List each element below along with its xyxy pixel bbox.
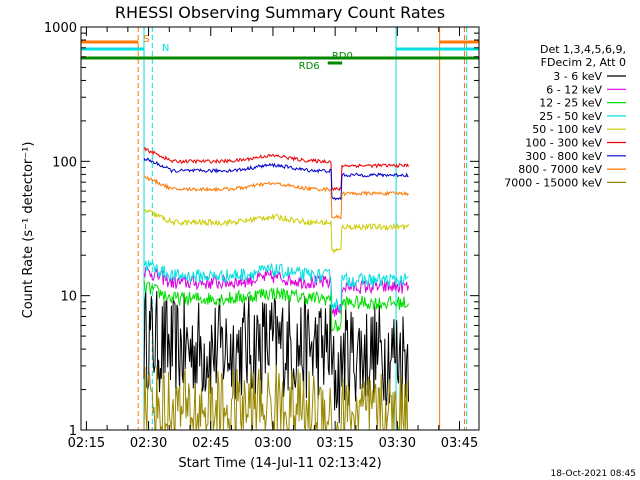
series-line-7 — [143, 175, 409, 220]
x-tick-label: 02:30 — [130, 436, 167, 451]
legend-entry-label: 3 - 6 keV — [553, 70, 602, 83]
legend-entry-label: 100 - 300 keV — [525, 137, 602, 150]
series-6_12keV — [143, 266, 409, 317]
series-7000_15000keV — [143, 364, 409, 432]
y-tick-label: 100 — [52, 155, 77, 170]
y-tick-label: 10 — [60, 290, 77, 305]
legend-entry-label: 800 - 7000 keV — [518, 163, 602, 176]
legend-entry-label: 7000 - 15000 keV — [504, 176, 602, 189]
x-tick-label: 03:15 — [316, 436, 353, 451]
series-12_25keV — [143, 279, 409, 332]
event-label-rd6: RD6 — [299, 61, 320, 72]
series-50_100keV — [143, 208, 409, 255]
legend-entry-label: 25 - 50 keV — [539, 110, 602, 123]
plot-frame — [80, 26, 480, 431]
legend: Det 1,3,4,5,6,9,FDecim 2, Att 03 - 6 keV… — [504, 43, 626, 189]
series-line-4 — [143, 208, 409, 255]
series-800_7000keV — [143, 175, 409, 220]
series-line-8 — [143, 364, 409, 432]
axes-layer: 1 10 100 1000 02:15 02:30 02:45 03:00 03:15 03:30… — [44, 21, 480, 451]
event-label-rd0: RD0 — [332, 51, 353, 62]
series-300_800keV — [143, 157, 409, 201]
series-layer — [143, 146, 409, 432]
x-axis-label: Start Time (14-Jul-11 02:13:42) — [178, 456, 381, 471]
legend-entry-label: 12 - 25 keV — [539, 97, 602, 110]
x-tick-label: 03:30 — [379, 436, 416, 451]
plot-area: S N RD0 RD6 — [81, 27, 479, 430]
series-line-6 — [143, 157, 409, 201]
series-line-1 — [143, 266, 409, 317]
series-25_50keV — [143, 260, 409, 312]
x-tick-label: 03:45 — [441, 436, 478, 451]
series-100_300keV — [143, 146, 409, 192]
event-label-s: S — [143, 34, 149, 45]
legend-entry-label: 50 - 100 keV — [532, 123, 602, 136]
legend-entry-label: 300 - 800 keV — [525, 150, 602, 163]
y-tick-label: 1 — [69, 424, 77, 439]
x-tick-label: 02:45 — [192, 436, 229, 451]
series-line-5 — [143, 146, 409, 192]
event-label-n: N — [162, 43, 169, 54]
y-axis-label: Count Rate (s⁻¹ detector⁻¹) — [21, 142, 36, 319]
footer-date: 18-Oct-2021 08:45 — [551, 469, 636, 479]
x-tick-label: 02:15 — [68, 436, 105, 451]
legend-title-line: FDecim 2, Att 0 — [541, 56, 626, 69]
legend-entry-label: 6 - 12 keV — [546, 83, 602, 96]
y-tick-label: 1000 — [44, 21, 77, 36]
legend-title-line: Det 1,3,4,5,6,9, — [540, 43, 626, 56]
series-line-2 — [143, 279, 409, 332]
chart-title: RHESSI Observing Summary Count Rates — [115, 3, 445, 22]
x-tick-label: 03:00 — [254, 436, 291, 451]
series-line-3 — [143, 260, 409, 312]
